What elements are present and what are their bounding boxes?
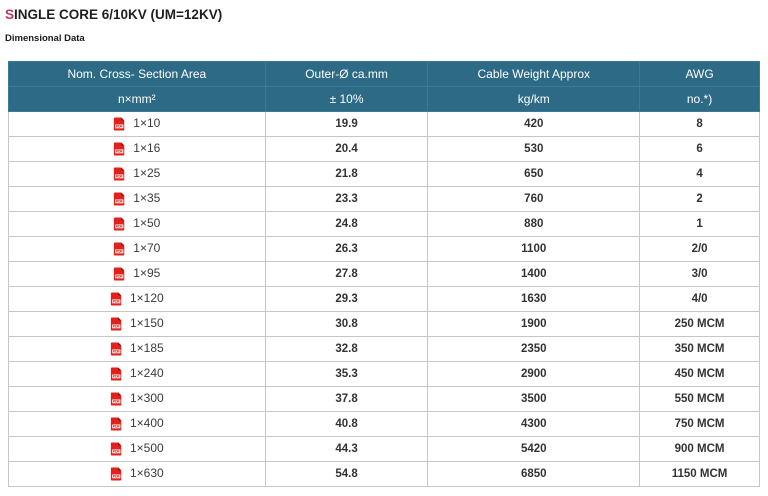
svg-text:PDF: PDF [116, 150, 123, 154]
svg-text:PDF: PDF [116, 200, 123, 204]
svg-text:PDF: PDF [116, 175, 123, 179]
svg-text:PDF: PDF [116, 275, 123, 279]
svg-text:PDF: PDF [113, 450, 120, 454]
svg-text:PDF: PDF [113, 400, 120, 404]
svg-text:PDF: PDF [116, 225, 123, 229]
svg-text:PDF: PDF [113, 300, 120, 304]
svg-text:PDF: PDF [113, 350, 120, 354]
svg-text:PDF: PDF [116, 125, 123, 129]
svg-text:PDF: PDF [113, 475, 120, 479]
svg-text:PDF: PDF [113, 325, 120, 329]
svg-text:PDF: PDF [113, 375, 120, 379]
svg-text:PDF: PDF [116, 250, 123, 254]
svg-text:PDF: PDF [113, 425, 120, 429]
